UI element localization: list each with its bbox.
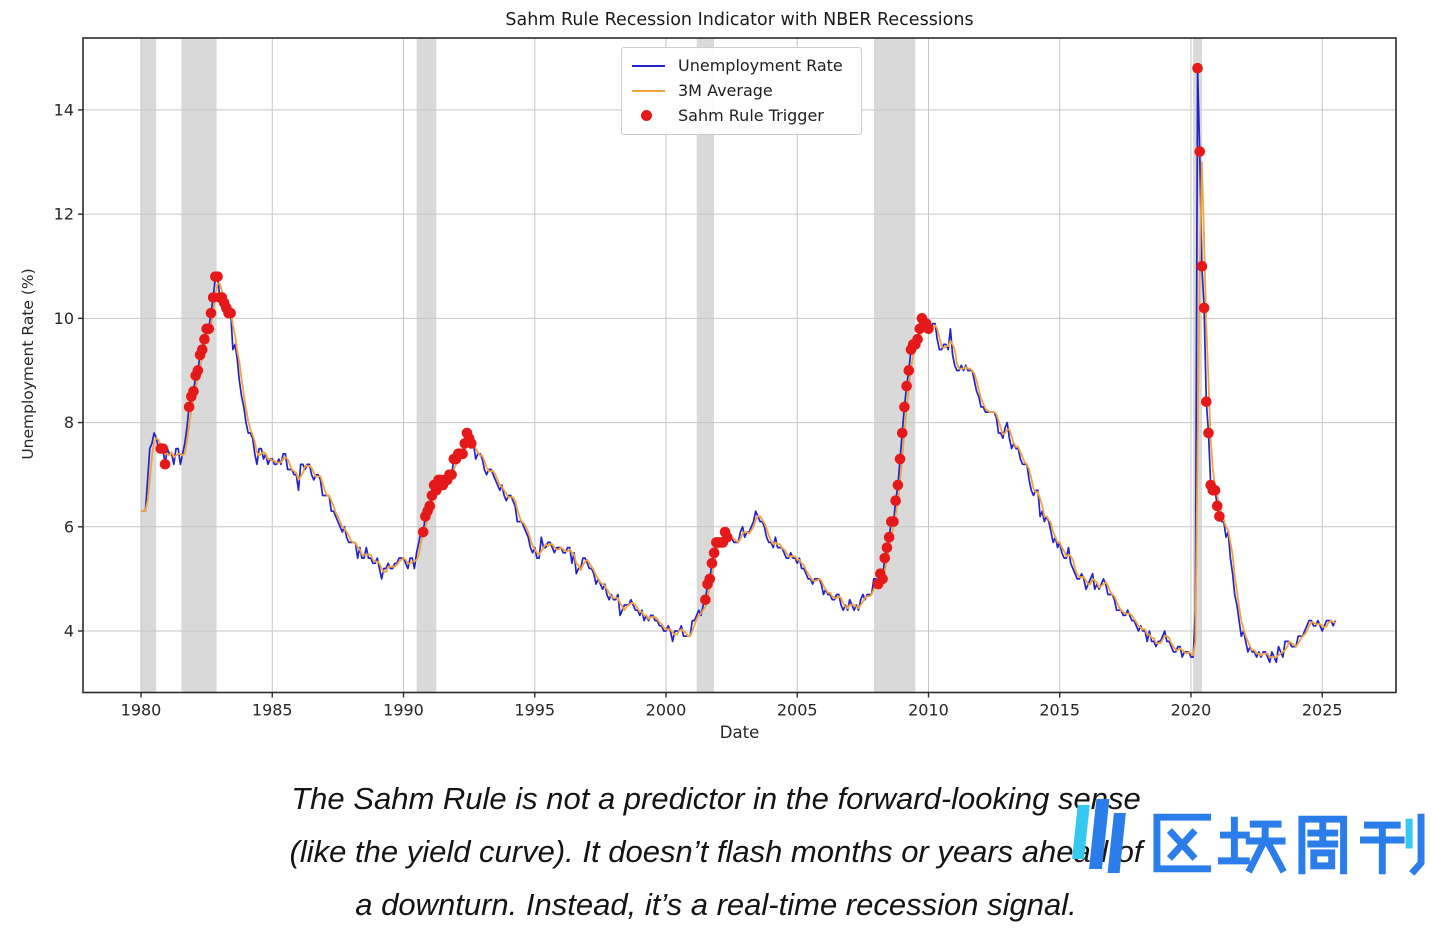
sahm-trigger-dot [157,443,169,454]
legend-item-sahm-trigger: Sahm Rule Trigger [632,103,851,128]
x-tick-label: 1985 [252,701,293,720]
sahm-trigger-dot [1196,260,1208,272]
y-tick-label: 8 [64,413,74,432]
sahm-trigger-dot [888,516,899,527]
sahm-trigger-dot [700,594,711,606]
sahm-trigger-dot [892,479,904,491]
sahm-trigger-dot [457,448,468,460]
legend-label: Unemployment Rate [678,56,843,75]
y-axis-label: Unemployment Rate (%) [19,268,37,460]
caption-line-1: The Sahm Rule is not a predictor in the … [291,781,1141,816]
y-tick-label: 10 [54,309,74,328]
y-tick-label: 4 [64,622,74,641]
legend-item-3m-average: 3M Average [632,78,851,103]
legend-line-swatch-blue [632,64,668,67]
sahm-trigger-dot [1198,302,1210,314]
watermark-logo [1056,790,1432,890]
sahm-trigger-dot [708,547,720,559]
glyph-kuai [1217,816,1287,874]
sahm-trigger-dot [879,552,891,564]
sahm-trigger-dot [706,557,718,569]
sahm-trigger-dot [899,401,910,413]
legend-item-unemployment-rate: Unemployment Rate [632,53,851,78]
sahm-trigger-dot [199,333,210,345]
caption: The Sahm Rule is not a predictor in the … [0,772,1432,931]
x-tick-label: 2010 [908,701,949,720]
sahm-trigger-dot [1203,427,1214,439]
recession-band [696,38,715,693]
chart-title: Sahm Rule Recession Indicator with NBER … [505,10,974,30]
recession-band [1193,38,1203,693]
sahm-trigger-dot [923,323,934,335]
x-tick-label: 2005 [777,701,818,720]
watermark-bars-icon [1072,799,1126,873]
sahm-trigger-dot [417,526,429,538]
x-tick-label: 2015 [1039,701,1080,720]
sahm-trigger-dot [205,307,217,319]
sahm-trigger-dot [1201,396,1212,408]
sahm-trigger-dot [721,531,733,543]
glyph-kan [1359,813,1425,876]
sahm-trigger-dot [203,323,215,335]
legend-line-swatch-orange [632,89,668,92]
x-tick-label: 1990 [383,701,424,720]
legend-dot-swatch-red [632,110,668,121]
x-tick-label: 2025 [1302,701,1343,720]
sahm-trigger-dot [890,495,901,507]
sahm-trigger-dot [912,333,923,345]
y-tick-label: 6 [64,517,74,536]
sahm-trigger-dot [183,401,195,413]
legend-label: 3M Average [678,81,773,100]
x-tick-label: 2000 [646,701,687,720]
watermark-text-glyphs [1153,813,1425,876]
sahm-trigger-dot [1211,500,1223,512]
sahm-trigger-dot [883,531,895,543]
legend: Unemployment Rate 3M Average Sahm Rule T… [621,47,862,135]
chart-canvas: 1980 1985 1990 1995 2000 2005 2010 2015 2020 2025… [54,37,1397,720]
x-tick-label: 1980 [121,701,162,720]
sahm-trigger-dot [1214,511,1225,522]
caption-line-2: (like the yield curve). It doesn’t flash… [289,834,1143,869]
sahm-trigger-dot [896,427,908,439]
x-tick-label: 1995 [514,701,555,720]
sahm-trigger-dot [704,573,716,585]
sahm-trigger-dot [903,365,915,376]
sahm-trigger-dot [1209,485,1221,496]
sahm-trigger-dot [424,500,436,512]
sahm-trigger-dot [1192,62,1203,74]
sahm-trigger-dot [1194,146,1206,157]
unemployment-rate-line [141,67,1337,664]
glyph-qu [1153,813,1212,873]
sahm-trigger-dot [901,380,912,392]
plot-border [82,37,1397,694]
x-axis-label: Date [719,723,760,742]
sahm-trigger-dot [225,307,236,319]
three-month-average-line [141,161,1336,658]
sahm-trigger-dot [446,469,457,480]
y-tick-label: 14 [54,100,74,119]
sahm-trigger-dot [877,573,888,585]
recession-band [141,38,157,693]
chart-figure: 1980 1985 1990 1995 2000 2005 2010 2015 2020 2025… [19,10,1397,742]
legend-label: Sahm Rule Trigger [678,106,824,125]
sahm-trigger-dot [894,453,906,465]
caption-line-3: a downturn. Instead, it’s a real-time re… [355,887,1077,922]
sahm-trigger-dot [196,344,208,355]
sahm-trigger-dot [192,365,204,376]
sahm-trigger-dot [188,386,199,397]
sahm-trigger-dot [466,438,477,449]
y-tick-label: 12 [54,205,74,224]
sahm-trigger-dot [881,542,893,553]
x-tick-label: 2020 [1171,701,1212,720]
recession-band [416,38,437,693]
sahm-trigger-dot [159,458,171,470]
glyph-zhou [1298,815,1348,875]
sahm-trigger-dot [212,271,223,282]
